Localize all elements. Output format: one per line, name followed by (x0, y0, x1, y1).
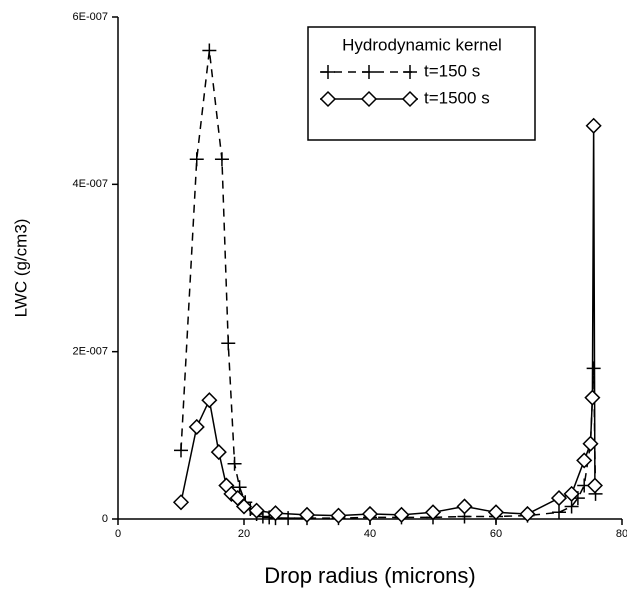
point (585, 117, 602, 134)
legend-label: t=1500 s (424, 88, 490, 107)
point (582, 435, 599, 452)
point (227, 456, 242, 471)
legend-marker (319, 90, 337, 108)
legend-marker (403, 65, 417, 79)
y-tick-label: 2E-007 (73, 346, 108, 358)
point (172, 494, 190, 511)
point (586, 361, 601, 376)
x-tick-label: 20 (238, 528, 250, 540)
point (248, 502, 265, 519)
series-line (180, 50, 597, 519)
point (298, 506, 316, 523)
point (552, 505, 566, 520)
legend-box (307, 26, 536, 141)
legend-title: Hydrodynamic kernel (342, 35, 502, 54)
x-tick-label: 60 (490, 528, 502, 540)
point (576, 452, 593, 469)
point (487, 504, 505, 521)
point (519, 505, 536, 523)
y-tick-label: 4E-007 (73, 178, 108, 190)
legend-marker (362, 65, 376, 79)
point (267, 505, 284, 522)
point (174, 443, 188, 458)
y-tick-label: 0 (102, 513, 108, 525)
y-tick-label: 6E-007 (73, 11, 108, 23)
point (393, 506, 410, 523)
x-axis-title: Drop radius (microns) (264, 563, 476, 588)
point (456, 498, 473, 515)
point (221, 336, 236, 351)
point (202, 43, 217, 58)
point (188, 418, 205, 436)
x-tick-label: 0 (115, 528, 121, 540)
legend-marker (401, 90, 419, 108)
legend-label: t=150 s (424, 61, 480, 80)
point (584, 389, 601, 406)
point (210, 444, 227, 461)
legend-marker (360, 90, 378, 108)
point (201, 392, 218, 409)
point (189, 152, 204, 167)
point (235, 498, 253, 515)
legend-marker (321, 65, 335, 79)
x-tick-label: 40 (364, 528, 376, 540)
point (361, 505, 379, 523)
point (563, 485, 580, 502)
point (214, 152, 229, 167)
x-tick-label: 80 (616, 528, 627, 540)
y-axis-title: LWC (g/cm3) (11, 219, 30, 318)
point (550, 490, 568, 507)
point (586, 477, 603, 494)
point (330, 507, 347, 524)
point (424, 504, 442, 521)
point (232, 480, 247, 495)
